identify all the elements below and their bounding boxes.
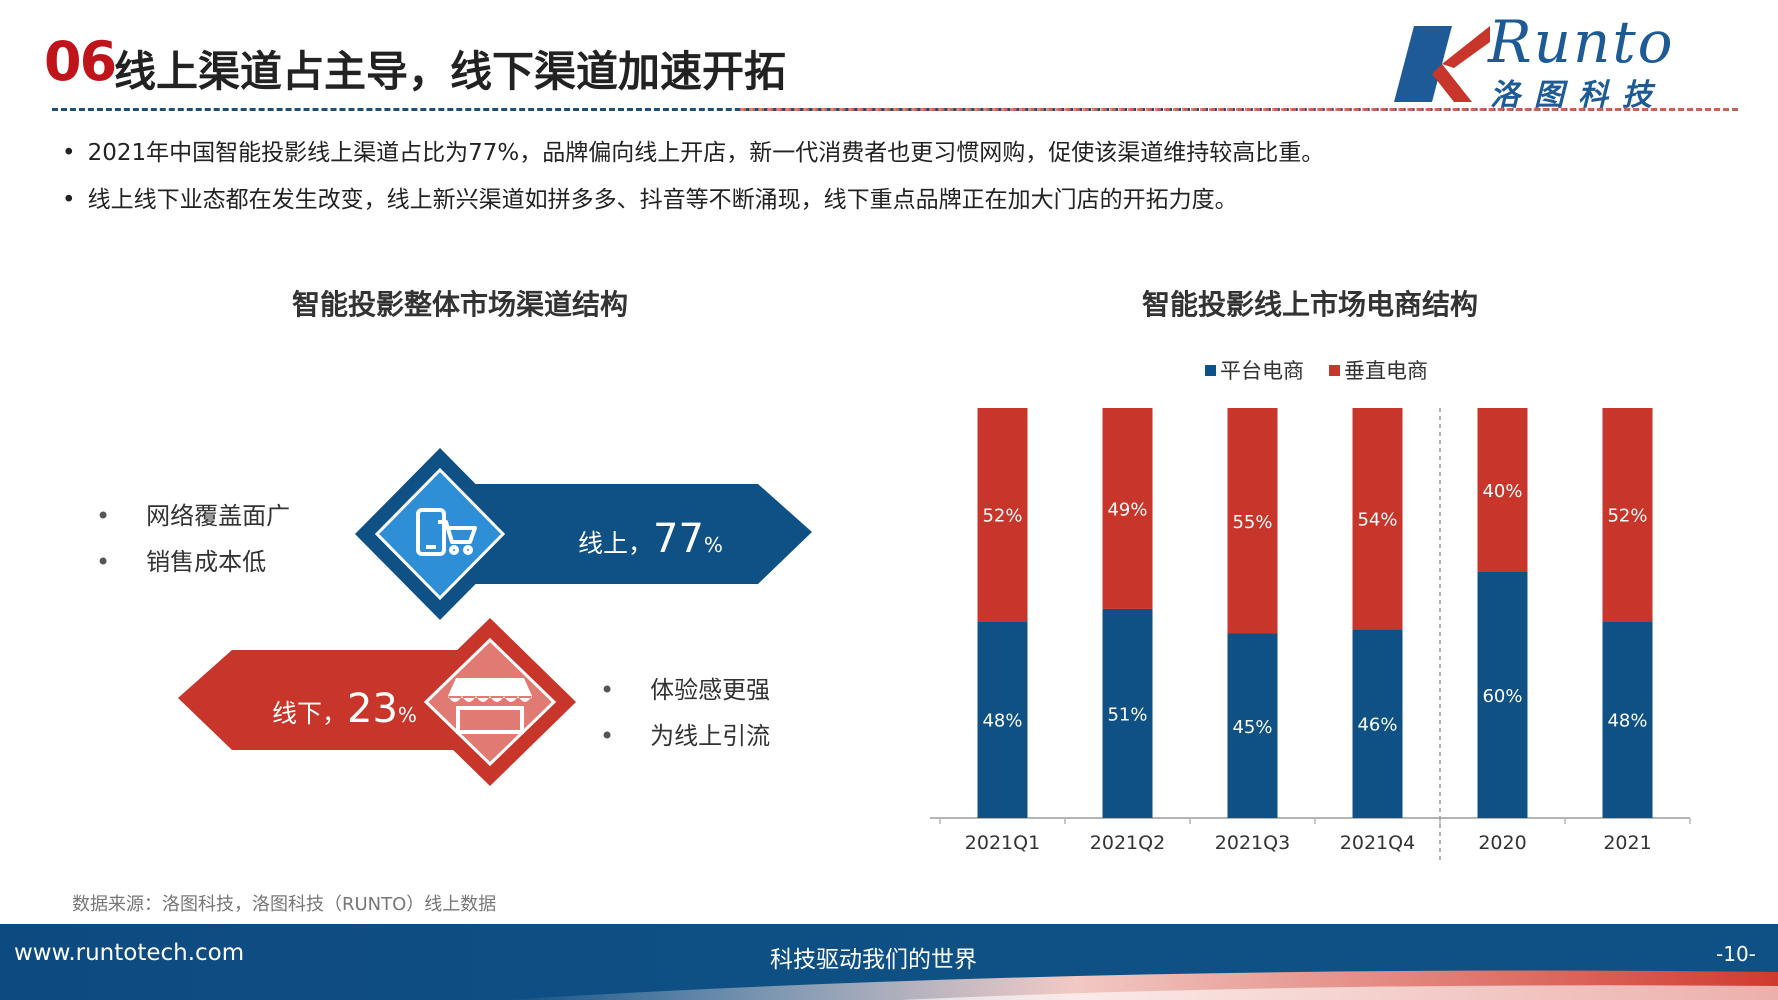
data-label: 49% — [1107, 499, 1147, 520]
page-number: -10- — [1716, 942, 1756, 966]
footer-slogan: 科技驱动我们的世界 — [770, 947, 977, 973]
data-label: 60% — [1482, 686, 1522, 707]
data-label: 45% — [1232, 717, 1272, 738]
data-label: 48% — [982, 711, 1022, 732]
logo-wordmark: Runto — [1488, 8, 1675, 76]
offline-label: 线下， — [272, 699, 348, 728]
bar-segment — [1102, 608, 1153, 818]
section-number: 06 — [44, 30, 117, 93]
data-label: 46% — [1357, 715, 1397, 736]
offline-feature: 为线上引流 — [600, 716, 770, 751]
x-tick-label: 2021 — [1603, 832, 1651, 854]
bar-segment — [1102, 408, 1153, 609]
x-tick-label: 2021Q1 — [965, 832, 1040, 854]
x-tick-label: 2021Q3 — [1215, 832, 1290, 854]
bar-segment — [1477, 408, 1528, 572]
bar-segment — [977, 408, 1028, 622]
right-section-title: 智能投影线上市场电商结构 — [1142, 288, 1479, 321]
ecommerce-structure-chart: 平台电商 垂直电商 48% 52% 2021Q1 51% 49% 2021Q2 45% 55% 20… — [930, 359, 1691, 862]
page-title: 线上渠道占主导，线下渠道加速开拓 — [114, 47, 787, 96]
offline-share-label: 线下，23% — [272, 686, 417, 732]
bar-segment — [1227, 408, 1278, 634]
bar-segment — [1602, 621, 1653, 818]
bullet-point: 2021年中国智能投影线上渠道占比为77%，品牌偏向线上开店，新一代消费者也更习… — [62, 133, 1325, 167]
legend-label: 垂直电商 — [1344, 359, 1428, 383]
x-tick-label: 2021Q2 — [1090, 832, 1165, 854]
runto-logo-icon — [1394, 26, 1490, 102]
data-label: 55% — [1232, 512, 1272, 533]
channel-infographic — [178, 448, 812, 786]
data-label: 48% — [1607, 711, 1647, 732]
bar-segment — [1352, 629, 1403, 818]
bar-segment — [977, 621, 1028, 818]
online-value: 77 — [653, 516, 704, 562]
data-label: 54% — [1357, 510, 1397, 531]
mobile-cart-icon — [416, 508, 477, 556]
footer-band — [0, 924, 1778, 1000]
bar-segment — [1602, 408, 1653, 622]
data-label: 52% — [1607, 506, 1647, 527]
data-source: 数据来源：洛图科技，洛图科技（RUNTO）线上数据 — [72, 894, 497, 915]
header-divider-accent — [740, 108, 1738, 111]
legend-swatch — [1205, 365, 1216, 376]
legend-swatch — [1329, 365, 1340, 376]
bar-segment — [1477, 572, 1528, 818]
online-share-label: 线上，77% — [578, 516, 723, 562]
online-feature: 销售成本低 — [96, 542, 266, 577]
data-label: 51% — [1107, 704, 1147, 725]
bullet-point: 线上线下业态都在发生改变，线上新兴渠道如拼多多、抖音等不断涌现，线下重点品牌正在… — [62, 180, 1238, 214]
storefront-icon — [448, 678, 532, 734]
logo-chinese: 洛图科技 — [1490, 78, 1666, 113]
offline-feature: 体验感更强 — [600, 670, 770, 705]
left-section-title: 智能投影整体市场渠道结构 — [292, 288, 629, 321]
data-label: 52% — [982, 506, 1022, 527]
offline-unit: % — [397, 703, 417, 727]
data-label: 40% — [1482, 481, 1522, 502]
offline-value: 23 — [347, 686, 398, 732]
x-tick-label: 2021Q4 — [1340, 832, 1415, 854]
bar-segment — [1227, 633, 1278, 818]
bar-segment — [1352, 408, 1403, 630]
legend-label: 平台电商 — [1220, 359, 1304, 383]
online-feature: 网络覆盖面广 — [96, 496, 290, 531]
footer-url[interactable]: www.runtotech.com — [14, 940, 245, 966]
online-unit: % — [703, 533, 723, 557]
x-tick-label: 2020 — [1478, 832, 1526, 854]
online-label: 线上， — [578, 529, 654, 558]
